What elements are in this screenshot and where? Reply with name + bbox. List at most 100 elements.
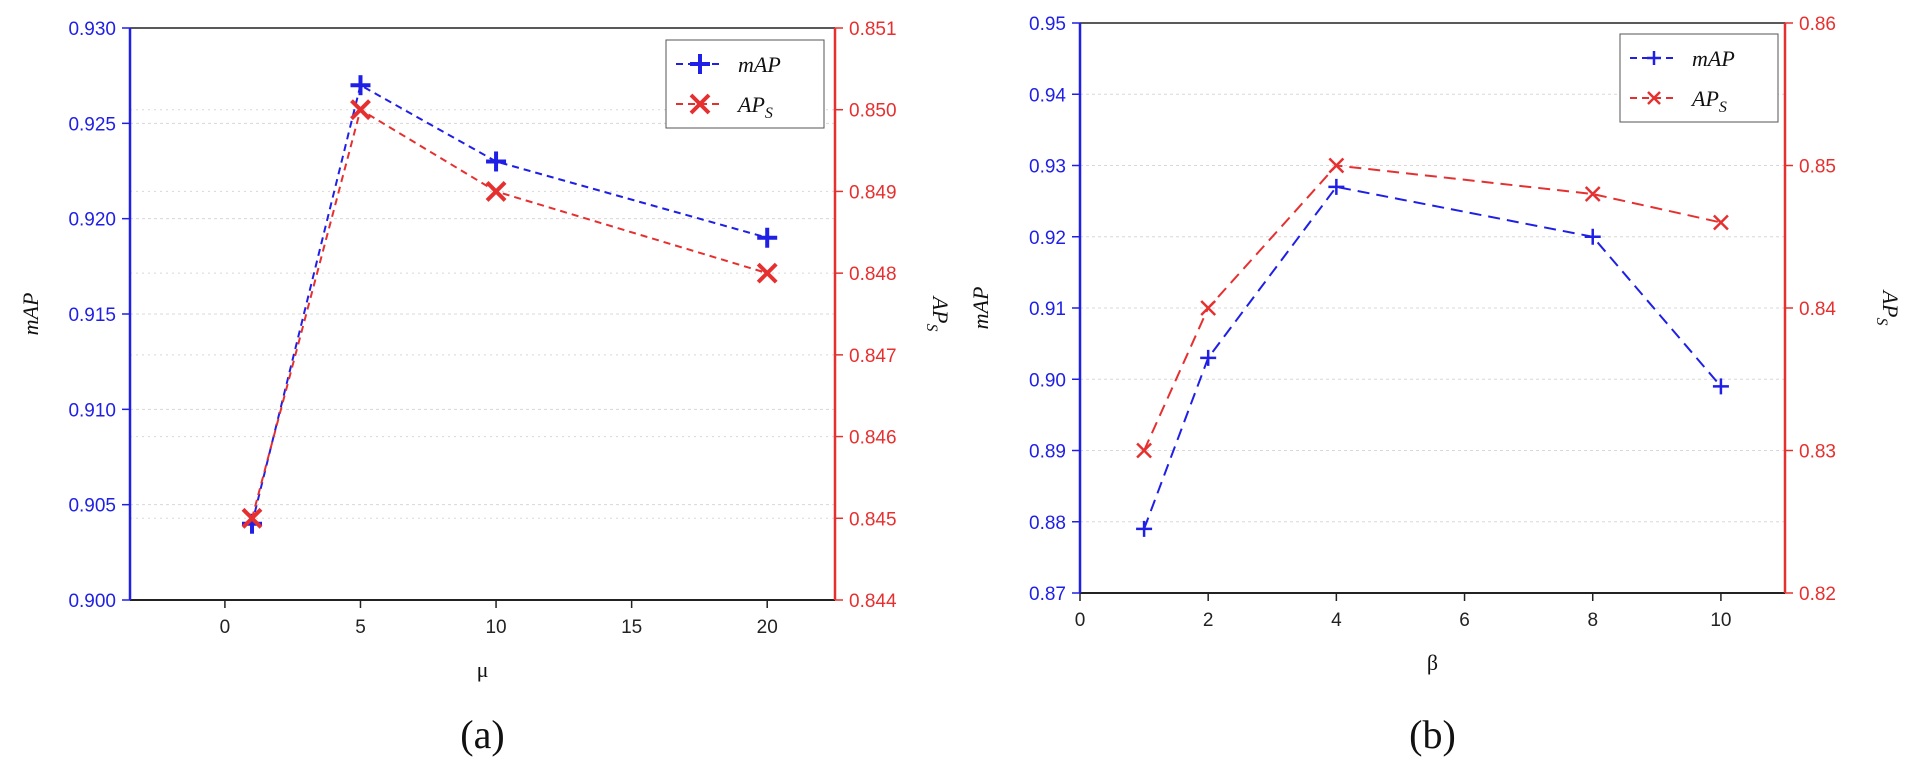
legend-label-main: AP bbox=[1690, 86, 1719, 111]
chart-panel-a: 0 5 10 15 20 0.900 0.905 0.910 0.915 0.920 0.925 0.… bbox=[18, 19, 953, 757]
legend-label: mAP bbox=[738, 52, 781, 77]
right-y-tick-label: 0.82 bbox=[1799, 584, 1836, 605]
legend-label-main: mAP bbox=[1692, 46, 1735, 71]
legend-label-main: AP bbox=[736, 92, 765, 117]
x-tick-label: 20 bbox=[757, 617, 778, 638]
series-line bbox=[251, 83, 768, 524]
x-tick-label: 4 bbox=[1331, 610, 1342, 631]
x-axis-title: β bbox=[1427, 650, 1438, 675]
left-y-tick-label: 0.905 bbox=[68, 496, 116, 517]
right-y-tick-label: 0.847 bbox=[849, 346, 897, 367]
legend-item-map: mAP bbox=[676, 52, 781, 77]
legend-x-marker-d2 bbox=[689, 93, 711, 115]
legend-label-sub: S bbox=[765, 105, 773, 122]
data-point bbox=[1713, 214, 1729, 231]
legend-label: mAP bbox=[1692, 46, 1735, 71]
data-point bbox=[757, 227, 778, 248]
x-marker-d2 bbox=[1328, 157, 1345, 174]
left-y-tick-label: 0.95 bbox=[1029, 14, 1066, 35]
legend-label: APS bbox=[1690, 86, 1727, 116]
data-point bbox=[485, 181, 507, 202]
data-point bbox=[1712, 378, 1729, 395]
legend: mAP APS bbox=[665, 39, 825, 129]
x-marker-d2 bbox=[1584, 186, 1601, 202]
x-tick-label: 5 bbox=[355, 617, 366, 638]
right-y-axis-title-main: AP bbox=[1878, 289, 1903, 318]
left-y-tick-label: 0.89 bbox=[1029, 442, 1066, 463]
data-point bbox=[1584, 228, 1601, 245]
legend-box bbox=[1619, 33, 1779, 123]
x-tick-label: 10 bbox=[485, 617, 506, 638]
legend-label: APS bbox=[736, 92, 773, 122]
left-y-tick-label: 0.93 bbox=[1029, 157, 1066, 178]
data-point bbox=[1136, 442, 1152, 459]
left-y-tick-label: 0.94 bbox=[1029, 85, 1066, 106]
x-marker-d2 bbox=[350, 99, 371, 121]
x-marker-d2 bbox=[485, 181, 507, 202]
data-point bbox=[1200, 300, 1217, 316]
series-line bbox=[1143, 185, 1722, 530]
right-y-tick-label: 0.849 bbox=[849, 182, 897, 203]
x-tick-label: 0 bbox=[220, 617, 231, 638]
x-marker-d2 bbox=[756, 262, 778, 284]
legend-item-map: mAP bbox=[1630, 46, 1735, 71]
legend-x-marker-d2 bbox=[1647, 91, 1661, 105]
left-y-tick-label: 0.910 bbox=[68, 400, 116, 421]
left-y-tick-label: 0.87 bbox=[1029, 584, 1066, 605]
left-y-tick-label: 0.88 bbox=[1029, 513, 1066, 534]
legend-item-aps: APS bbox=[1630, 86, 1727, 116]
x-tick-label: 15 bbox=[621, 617, 642, 638]
right-y-tick-label: 0.846 bbox=[849, 428, 897, 449]
legend-label-sub: S bbox=[1719, 99, 1727, 116]
left-y-tick-label: 0.920 bbox=[68, 210, 116, 231]
right-y-tick-label: 0.83 bbox=[1799, 442, 1836, 463]
left-y-tick-label: 0.92 bbox=[1029, 228, 1066, 249]
data-point bbox=[1136, 520, 1153, 537]
left-y-tick-label: 0.930 bbox=[68, 19, 116, 40]
right-y-axis-title-sub: S bbox=[923, 323, 940, 331]
chart-panel-b: 0 2 4 6 8 10 0.87 0.88 0.89 0.90 0.91 0.92 0.93 0.94 0… bbox=[968, 14, 1903, 757]
x-tick-label: 8 bbox=[1587, 610, 1598, 631]
data-point bbox=[756, 262, 778, 284]
data-point bbox=[1328, 178, 1345, 195]
legend-item-aps: APS bbox=[676, 92, 773, 122]
right-y-tick-label: 0.848 bbox=[849, 264, 897, 285]
x-tick-label: 6 bbox=[1459, 610, 1470, 631]
right-y-tick-label: 0.86 bbox=[1799, 14, 1836, 35]
x-tick-label: 10 bbox=[1710, 610, 1731, 631]
right-y-axis-title: APS bbox=[1873, 289, 1903, 326]
left-y-tick-label: 0.91 bbox=[1029, 299, 1066, 320]
data-point bbox=[1328, 157, 1345, 174]
right-y-tick-label: 0.850 bbox=[849, 101, 897, 122]
x-marker-d2 bbox=[1136, 442, 1152, 459]
x-marker-d2 bbox=[241, 507, 263, 529]
data-point bbox=[350, 99, 371, 121]
data-point bbox=[486, 151, 507, 172]
left-y-tick-label: 0.925 bbox=[68, 114, 116, 135]
series-map bbox=[1136, 178, 1729, 537]
left-y-tick-label: 0.900 bbox=[68, 591, 116, 612]
left-y-tick-label: 0.90 bbox=[1029, 370, 1066, 391]
x-axis-title: μ bbox=[477, 657, 489, 682]
data-point bbox=[241, 507, 263, 529]
right-y-tick-label: 0.844 bbox=[849, 591, 897, 612]
right-y-axis-title-main: AP bbox=[928, 295, 953, 324]
legend: mAP APS bbox=[1619, 33, 1779, 123]
right-y-axis-title: APS bbox=[923, 295, 953, 332]
x-tick-label: 0 bbox=[1075, 610, 1086, 631]
x-marker-d2 bbox=[1200, 300, 1217, 316]
series-line bbox=[251, 108, 768, 519]
right-y-tick-label: 0.851 bbox=[849, 19, 897, 40]
data-point bbox=[1200, 349, 1217, 366]
data-point bbox=[1584, 186, 1601, 202]
right-y-tick-label: 0.85 bbox=[1799, 157, 1836, 178]
panel-label: (b) bbox=[1409, 712, 1456, 757]
right-y-tick-label: 0.84 bbox=[1799, 299, 1836, 320]
series-map bbox=[242, 75, 778, 534]
x-tick-label: 2 bbox=[1203, 610, 1214, 631]
right-y-tick-label: 0.845 bbox=[849, 509, 897, 530]
left-y-axis-title: mAP bbox=[968, 287, 993, 330]
left-y-axis-title: mAP bbox=[18, 293, 43, 336]
